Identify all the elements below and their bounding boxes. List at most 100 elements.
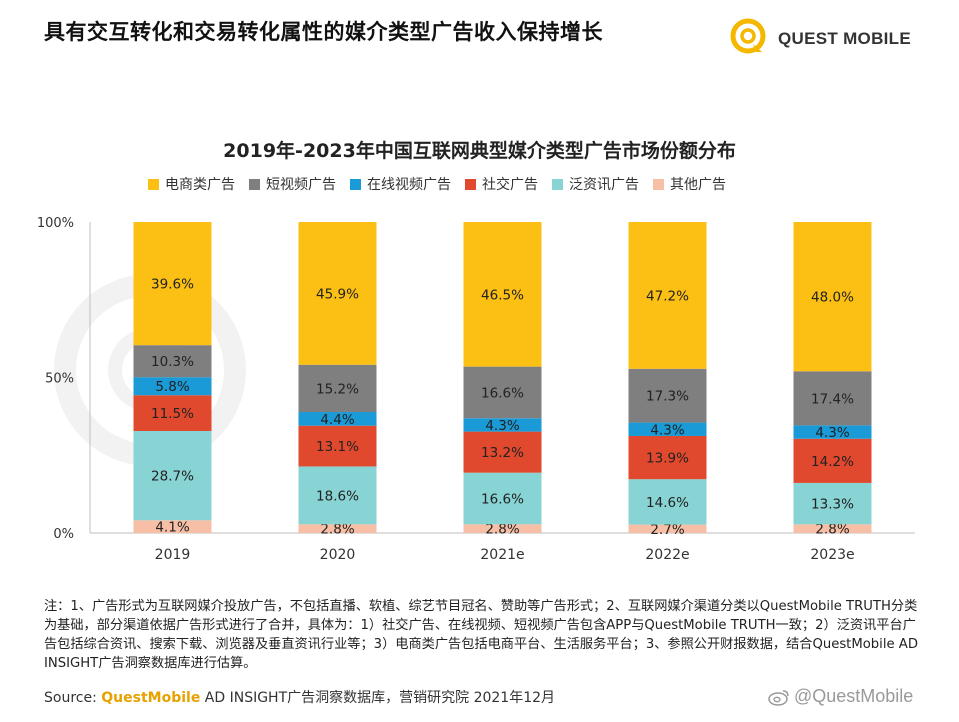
bar-segment	[298, 524, 377, 533]
data-label: 10.3%	[151, 354, 194, 370]
legend-swatch	[350, 178, 361, 190]
weibo-icon	[768, 690, 789, 706]
chart-title: 2019年-2023年中国互联网典型媒介类型广告市场份额分布	[223, 140, 736, 162]
bar-segment	[463, 431, 542, 473]
data-label: 17.4%	[811, 391, 854, 407]
legend-label: 在线视频广告	[367, 177, 451, 193]
bar-segment	[133, 345, 212, 378]
questmobile-logo-icon	[730, 18, 766, 54]
questmobile-logo: QUEST MOBILE	[728, 16, 928, 56]
data-label: 2.8%	[320, 522, 354, 538]
data-label: 4.3%	[650, 422, 684, 438]
y-tick-label: 100%	[37, 216, 74, 231]
legend-item: 泛资讯广告	[552, 174, 639, 194]
data-label: 18.6%	[316, 488, 359, 504]
stacked-bar-chart: 0% 50% 100% 4.1% 28.7% 11.5% 5.8% 10.3% 39.6% 201…	[37, 216, 915, 563]
legend-item: 在线视频广告	[350, 174, 451, 194]
data-label: 14.6%	[646, 495, 689, 511]
chart-legend: 电商类广告 短视频广告 在线视频广告 社交广告 泛资讯广告 其他广告	[148, 174, 726, 194]
data-label: 13.3%	[811, 497, 854, 513]
bar-segment	[298, 466, 377, 525]
data-label: 11.5%	[151, 406, 194, 422]
legend-item: 社交广告	[465, 174, 538, 194]
legend-item: 电商类广告	[148, 174, 235, 194]
data-label: 15.2%	[316, 381, 359, 397]
bar-segment	[628, 435, 707, 480]
data-label: 4.3%	[485, 418, 519, 434]
bar-segment	[463, 418, 542, 432]
x-tick-label: 2022e	[645, 547, 689, 563]
legend-swatch	[465, 178, 476, 190]
bar-segment	[133, 430, 212, 521]
bar-segment	[298, 364, 377, 413]
data-label: 46.5%	[481, 287, 524, 303]
bar-segment	[463, 472, 542, 525]
data-label: 13.2%	[481, 445, 524, 461]
source-detail: AD INSIGHT广告洞察数据库，营销研究院 2021年12月	[200, 690, 556, 706]
data-label: 16.6%	[481, 491, 524, 507]
x-tick-label: 2019	[155, 547, 191, 563]
bar-segment	[628, 524, 707, 533]
data-label: 4.3%	[815, 425, 849, 441]
source-label: Source:	[44, 690, 97, 706]
legend-swatch	[653, 178, 664, 190]
footnotes: 注：1、广告形式为互联网媒介投放广告，不包括直播、软植、综艺节目冠名、赞助等广告…	[44, 599, 918, 671]
data-label: 48.0%	[811, 290, 854, 306]
data-label: 2.8%	[485, 522, 519, 538]
bar-segment	[628, 222, 707, 369]
bar-segment	[298, 412, 377, 426]
data-label: 5.8%	[155, 379, 189, 395]
bar-segment	[463, 366, 542, 419]
data-label: 45.9%	[316, 286, 359, 302]
legend-label: 短视频广告	[266, 177, 336, 193]
data-label: 47.2%	[646, 288, 689, 304]
source-brand: QuestMobile	[101, 690, 201, 706]
data-label: 17.3%	[646, 389, 689, 405]
bar-segment	[793, 482, 872, 525]
bar-segment	[298, 425, 377, 467]
data-label: 28.7%	[151, 469, 194, 485]
bar-segment	[463, 524, 542, 533]
bar-segment	[133, 222, 212, 346]
bar-segment	[793, 438, 872, 483]
weibo-handle: @QuestMobile	[794, 686, 914, 706]
x-tick-label: 2020	[320, 547, 356, 563]
legend-item: 其他广告	[653, 174, 726, 194]
y-tick-label: 0%	[53, 527, 74, 542]
legend-label: 电商类广告	[165, 177, 235, 193]
data-label: 14.2%	[811, 454, 854, 470]
data-label: 16.6%	[481, 385, 524, 401]
bar-segment	[133, 520, 212, 533]
data-label: 4.4%	[320, 412, 354, 428]
logo-text: QUEST MOBILE	[778, 29, 911, 48]
data-label: 13.9%	[646, 451, 689, 467]
bar-segment	[793, 524, 872, 533]
bar-segment	[793, 371, 872, 426]
bar-segment	[298, 222, 377, 365]
bar-segment	[628, 368, 707, 423]
legend-swatch	[552, 178, 563, 190]
y-tick-label: 50%	[45, 372, 74, 387]
bar-segment	[628, 479, 707, 525]
bar-segment	[133, 395, 212, 431]
bar-segment	[628, 422, 707, 436]
data-label: 13.1%	[316, 439, 359, 455]
page-title: 具有交互转化和交易转化属性的媒介类型广告收入保持增长	[44, 20, 603, 44]
bar-segment	[793, 425, 872, 439]
x-tick-label: 2023e	[810, 547, 854, 563]
legend-label: 其他广告	[670, 177, 726, 193]
weibo-watermark: @QuestMobile	[768, 686, 913, 707]
legend-swatch	[148, 178, 159, 190]
legend-label: 社交广告	[482, 177, 538, 193]
data-label: 4.1%	[155, 520, 189, 536]
data-label: 2.8%	[815, 522, 849, 538]
bar-segment	[463, 222, 542, 367]
legend-label: 泛资讯广告	[569, 177, 639, 193]
x-tick-label: 2021e	[480, 547, 524, 563]
source-line: Source: QuestMobile AD INSIGHT广告洞察数据库，营销…	[44, 687, 555, 707]
legend-swatch	[249, 178, 260, 190]
bar-segment	[793, 222, 872, 372]
bar-segment	[133, 377, 212, 396]
data-label: 39.6%	[151, 277, 194, 293]
data-label: 2.7%	[650, 522, 684, 538]
